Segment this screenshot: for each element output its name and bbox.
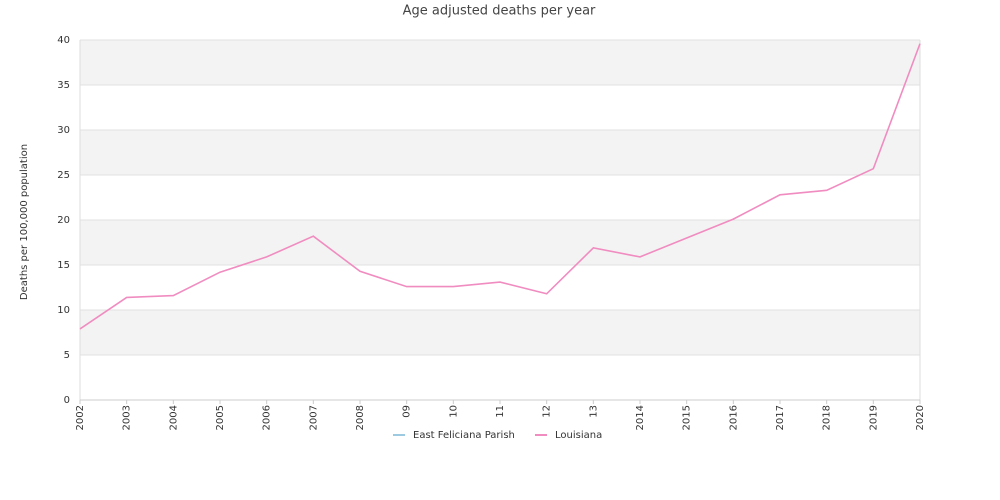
y-tick-label: 40	[57, 35, 70, 46]
line-series	[79, 43, 921, 330]
y-tick-label: 15	[57, 260, 70, 271]
legend-label: Louisiana	[555, 430, 602, 441]
grid-band	[80, 220, 920, 265]
x-tick-label: 2005	[215, 405, 226, 430]
x-tick-label: 10	[448, 405, 459, 418]
x-tick-label: 2020	[915, 405, 926, 430]
x-tick-label: 2004	[168, 405, 179, 430]
y-tick-label: 25	[57, 170, 70, 181]
y-axis-label: Deaths per 100,000 population	[19, 144, 30, 300]
x-tick-label: 2015	[682, 405, 693, 430]
x-tick-label: 2017	[775, 405, 786, 430]
y-tick-label: 5	[64, 350, 70, 361]
legend-label: East Feliciana Parish	[413, 430, 515, 441]
grid-band	[80, 130, 920, 175]
chart-title: Age adjusted deaths per year	[403, 4, 596, 19]
x-tick-label: 2018	[822, 405, 833, 430]
x-tick-label: 2019	[868, 405, 879, 430]
x-tick-label: 09	[402, 405, 413, 418]
x-tick-label: 2003	[122, 405, 133, 430]
y-tick-label: 35	[57, 80, 70, 91]
x-tick-label: 12	[542, 405, 553, 418]
y-tick-label: 20	[57, 215, 70, 226]
x-tick-label: 2002	[75, 405, 86, 430]
y-tick-label: 10	[57, 305, 70, 316]
grid-band	[80, 40, 920, 85]
x-tick-label: 2007	[308, 405, 319, 430]
x-tick-label: 2008	[355, 405, 366, 430]
y-tick-label: 0	[64, 395, 70, 406]
grid-band	[80, 310, 920, 355]
x-tick-label: 2014	[635, 405, 646, 430]
x-tick-label: 11	[495, 405, 506, 418]
x-tick-label: 2016	[728, 405, 739, 430]
x-tick-label: 2006	[262, 405, 273, 430]
y-tick-label: 30	[57, 125, 70, 136]
x-tick-label: 13	[588, 405, 599, 418]
